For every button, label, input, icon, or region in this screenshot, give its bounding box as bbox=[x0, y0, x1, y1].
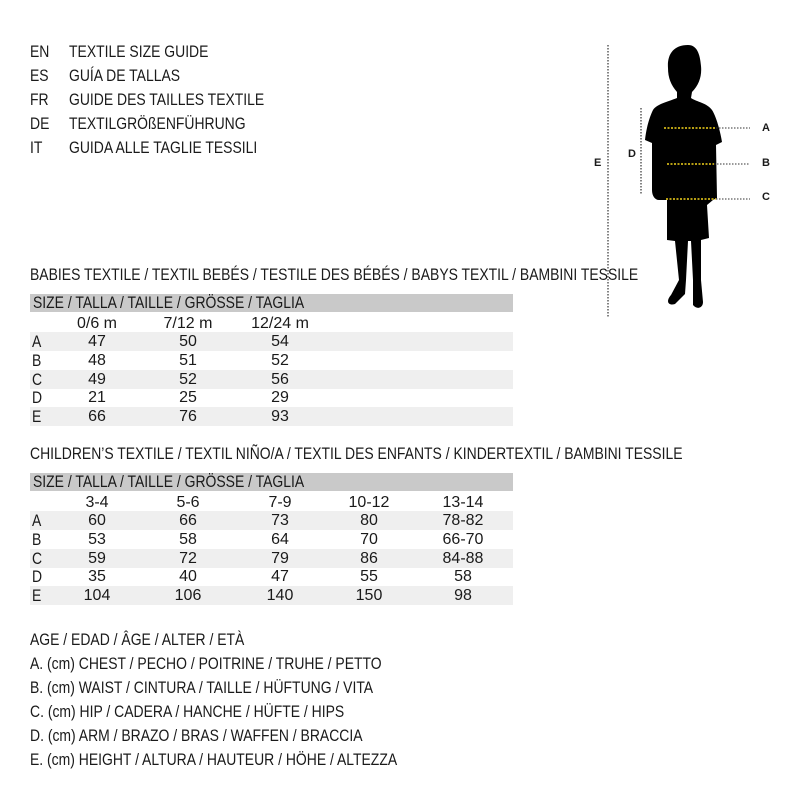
row-stripe bbox=[30, 369, 513, 389]
legend-item: B. (cm) WAIST / CINTURA / TAILLE / HÜFTU… bbox=[30, 678, 374, 697]
table-cell: 59 bbox=[88, 549, 106, 567]
table-cell: 21 bbox=[88, 389, 106, 407]
babies-section-title: BABIES TEXTILE / TEXTIL BEBÉS / TESTILE … bbox=[30, 265, 639, 284]
table-cell: 48 bbox=[88, 351, 106, 369]
language-title: TEXTILGRÖßENFÜHRUNG bbox=[69, 114, 246, 133]
row-stripe bbox=[30, 548, 513, 568]
table-cell: 73 bbox=[271, 512, 289, 529]
table-cell: 84-88 bbox=[442, 549, 484, 567]
table-cell: 80 bbox=[360, 512, 378, 529]
row-stripe bbox=[30, 511, 513, 530]
child-silhouette bbox=[645, 45, 722, 308]
language-code: ES bbox=[30, 66, 49, 85]
language-code: DE bbox=[30, 114, 50, 133]
table-cell: 54 bbox=[271, 333, 289, 350]
row-stripe bbox=[30, 332, 513, 351]
row-stripe bbox=[30, 586, 513, 606]
column-header: 10-12 bbox=[348, 494, 390, 511]
table-cell: 70 bbox=[360, 530, 378, 548]
table-cell: 53 bbox=[88, 530, 106, 548]
row-label: D bbox=[32, 567, 43, 587]
table-cell: 104 bbox=[83, 587, 111, 605]
column-header: 7/12 m bbox=[163, 315, 213, 332]
table-cell: 49 bbox=[88, 370, 106, 388]
table-cell: 72 bbox=[179, 549, 197, 567]
table-header-band bbox=[30, 473, 513, 491]
children-section-title: CHILDREN’S TEXTILE / TEXTIL NIÑO/A / TEX… bbox=[30, 444, 683, 463]
language-title: GUIDE DES TAILLES TEXTILE bbox=[69, 90, 265, 109]
table-cell: 58 bbox=[454, 568, 472, 586]
legend-item: C. (cm) HIP / CADERA / HANCHE / HÜFTE / … bbox=[30, 702, 345, 721]
row-label: A bbox=[32, 511, 42, 530]
column-header: 5-6 bbox=[176, 494, 200, 511]
table-cell: 50 bbox=[179, 333, 197, 350]
language-title: TEXTILE SIZE GUIDE bbox=[69, 42, 209, 61]
table-cell: 78-82 bbox=[442, 512, 484, 529]
table-cell: 150 bbox=[355, 587, 383, 605]
table-cell: 86 bbox=[360, 549, 378, 567]
row-label: B bbox=[32, 350, 42, 370]
legend-item: A. (cm) CHEST / PECHO / POITRINE / TRUHE… bbox=[30, 654, 382, 673]
table-header-band bbox=[30, 294, 513, 312]
table-cell: 52 bbox=[179, 370, 197, 388]
table-cell: 56 bbox=[271, 370, 289, 388]
language-code: FR bbox=[30, 90, 49, 109]
table-cell: 140 bbox=[266, 587, 294, 605]
legend-item: E. (cm) HEIGHT / ALTURA / HAUTEUR / HÖHE… bbox=[30, 750, 398, 769]
row-label: B bbox=[32, 529, 42, 549]
table-cell: 35 bbox=[88, 568, 106, 586]
table-cell: 93 bbox=[271, 408, 289, 426]
table-cell: 51 bbox=[179, 351, 197, 369]
label-d: D bbox=[628, 148, 636, 160]
language-title: GUIDA ALLE TAGLIE TESSILI bbox=[69, 138, 258, 157]
row-label: E bbox=[32, 586, 42, 606]
table-cell: 58 bbox=[179, 530, 197, 548]
row-label: C bbox=[32, 548, 43, 568]
label-c: C bbox=[762, 191, 770, 203]
table-header: SIZE / TALLA / TAILLE / GRÖSSE / TAGLIA bbox=[33, 472, 305, 491]
table-cell: 25 bbox=[179, 389, 197, 407]
column-header: 13-14 bbox=[442, 494, 484, 511]
table-cell: 47 bbox=[271, 568, 289, 586]
table-cell: 76 bbox=[179, 408, 197, 426]
table-cell: 106 bbox=[174, 587, 202, 605]
row-label: C bbox=[32, 369, 43, 389]
table-cell: 66 bbox=[88, 408, 106, 426]
table-cell: 60 bbox=[88, 512, 106, 529]
legend-item: D. (cm) ARM / BRAZO / BRAS / WAFFEN / BR… bbox=[30, 726, 363, 745]
table-cell: 52 bbox=[271, 351, 289, 369]
label-b: B bbox=[762, 157, 770, 169]
child-silhouette-figure bbox=[607, 45, 750, 317]
row-stripe bbox=[30, 407, 513, 427]
column-header: 3-4 bbox=[85, 494, 109, 511]
language-title: GUÍA DE TALLAS bbox=[69, 66, 181, 85]
table-cell: 79 bbox=[271, 549, 289, 567]
table-cell: 64 bbox=[271, 530, 289, 548]
label-a: A bbox=[762, 122, 770, 134]
language-code: EN bbox=[30, 42, 50, 61]
table-header: SIZE / TALLA / TAILLE / GRÖSSE / TAGLIA bbox=[33, 293, 305, 312]
row-label: A bbox=[32, 332, 42, 351]
table-cell: 40 bbox=[179, 568, 197, 586]
row-label: E bbox=[32, 407, 42, 427]
table-cell: 66-70 bbox=[442, 530, 484, 548]
column-header: 0/6 m bbox=[76, 315, 117, 332]
table-cell: 55 bbox=[360, 568, 378, 586]
row-label: D bbox=[32, 388, 43, 408]
table-cell: 66 bbox=[179, 512, 197, 529]
column-header: 12/24 m bbox=[251, 315, 309, 332]
table-cell: 29 bbox=[271, 389, 289, 407]
label-e: E bbox=[594, 157, 602, 169]
table-cell: 98 bbox=[454, 587, 472, 605]
table-cell: 47 bbox=[88, 333, 106, 350]
legend-item: AGE / EDAD / ÂGE / ALTER / ETÀ bbox=[30, 630, 245, 649]
column-header: 7-9 bbox=[268, 494, 292, 511]
language-code: IT bbox=[30, 138, 43, 157]
